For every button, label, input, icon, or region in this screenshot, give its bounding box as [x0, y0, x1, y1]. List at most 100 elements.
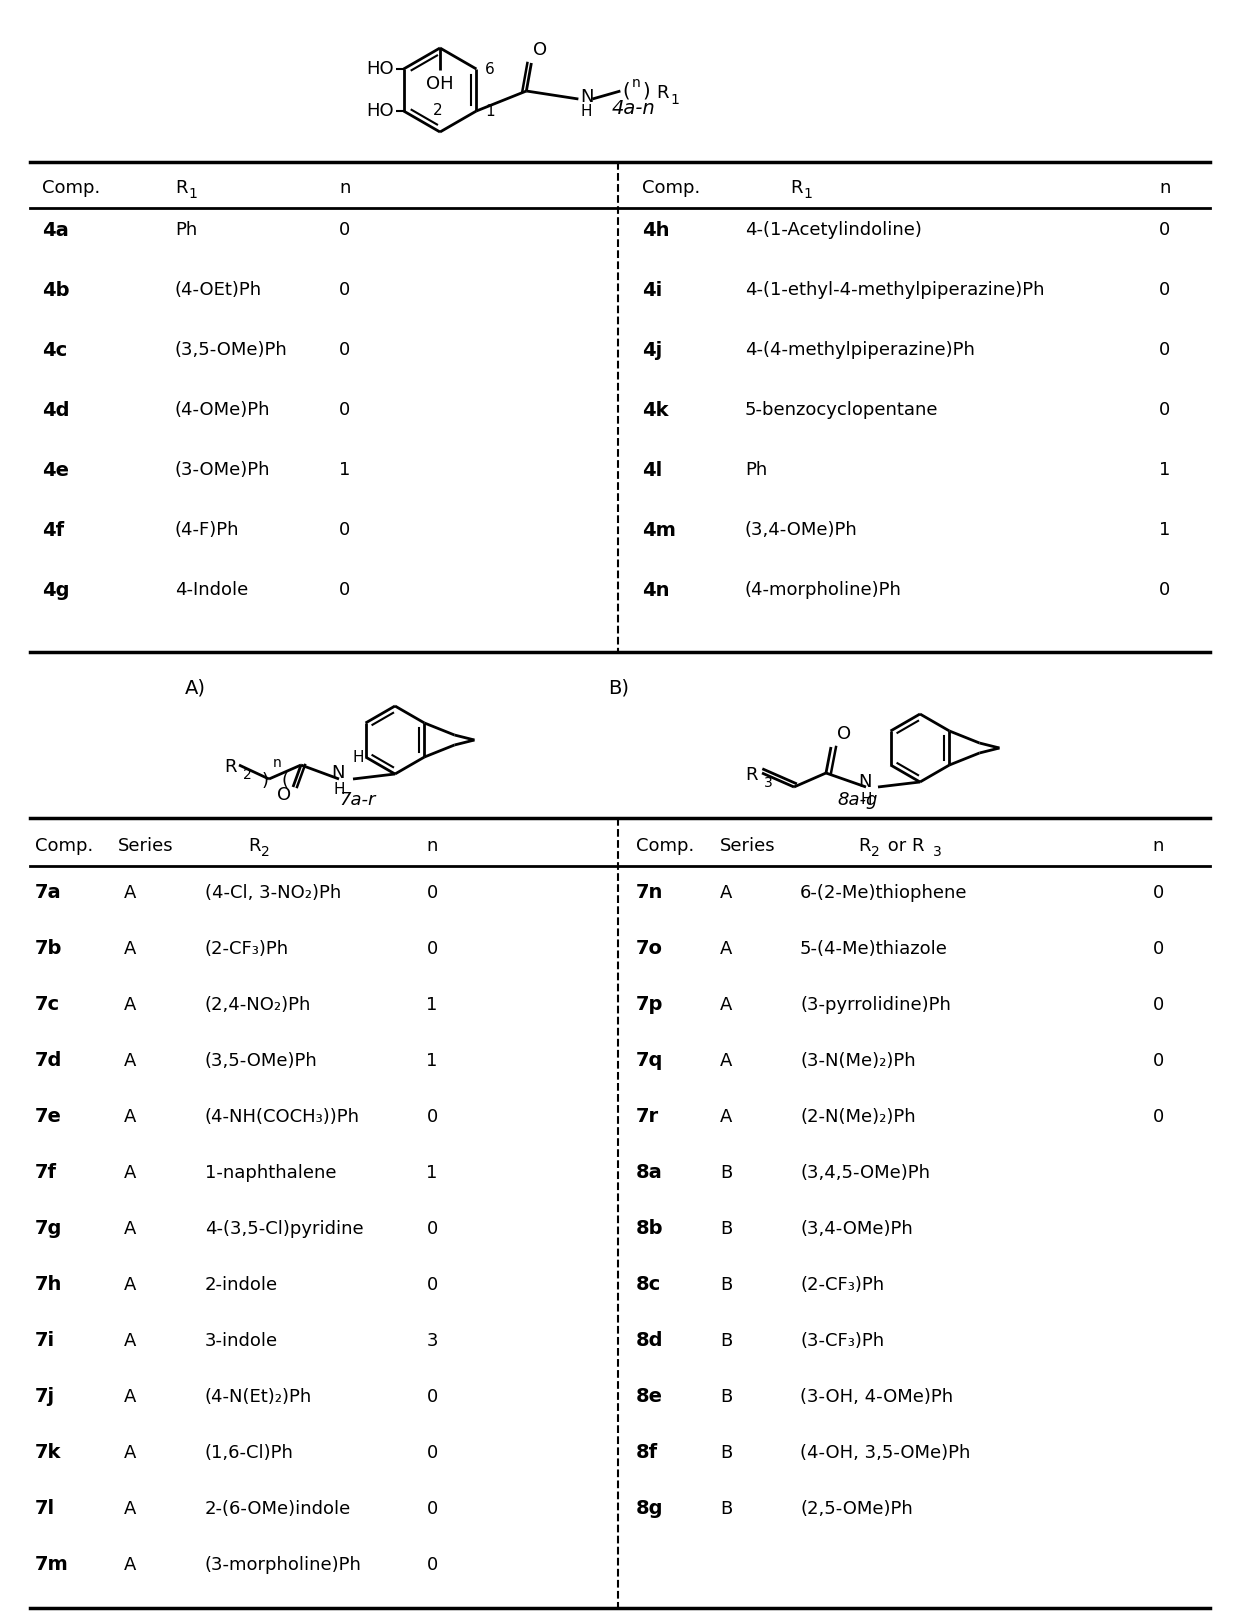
Text: 7l: 7l: [35, 1500, 55, 1519]
Text: 0: 0: [1159, 341, 1171, 359]
Text: B: B: [720, 1332, 733, 1349]
Text: A: A: [124, 1445, 136, 1462]
Text: B: B: [720, 1277, 733, 1294]
Text: 0: 0: [427, 1109, 438, 1126]
Text: 0: 0: [340, 520, 351, 540]
Text: 5-(4-Me)thiazole: 5-(4-Me)thiazole: [800, 941, 947, 958]
Text: 7a: 7a: [35, 884, 62, 902]
Text: 0: 0: [340, 401, 351, 419]
Text: 0: 0: [1152, 941, 1163, 958]
Text: 8g: 8g: [636, 1500, 663, 1519]
Text: 7g: 7g: [35, 1220, 62, 1238]
Text: 4-Indole: 4-Indole: [175, 582, 248, 600]
Text: (4-OEt)Ph: (4-OEt)Ph: [175, 281, 262, 299]
Text: A: A: [124, 1052, 136, 1070]
Text: 3: 3: [932, 845, 941, 860]
Text: Comp.: Comp.: [642, 179, 701, 197]
Text: (3-OH, 4-OMe)Ph: (3-OH, 4-OMe)Ph: [800, 1388, 954, 1406]
Text: n: n: [427, 837, 438, 855]
Text: 7k: 7k: [35, 1443, 61, 1462]
Text: 0: 0: [1159, 401, 1171, 419]
Text: (3,4,5-OMe)Ph: (3,4,5-OMe)Ph: [800, 1164, 930, 1181]
Text: 7o: 7o: [636, 939, 663, 958]
Text: (3-CF₃)Ph: (3-CF₃)Ph: [800, 1332, 884, 1349]
Text: A: A: [124, 941, 136, 958]
Text: 3: 3: [427, 1332, 438, 1349]
Text: 4-(3,5-Cl)pyridine: 4-(3,5-Cl)pyridine: [205, 1220, 363, 1238]
Text: A: A: [720, 1109, 733, 1126]
Text: 1: 1: [427, 1164, 438, 1181]
Text: (3,4-OMe)Ph: (3,4-OMe)Ph: [800, 1220, 913, 1238]
Text: (4-morpholine)Ph: (4-morpholine)Ph: [745, 582, 901, 600]
Text: n: n: [1152, 837, 1163, 855]
Text: A): A): [185, 679, 206, 698]
Text: Ph: Ph: [175, 221, 197, 239]
Text: (3-pyrrolidine)Ph: (3-pyrrolidine)Ph: [800, 995, 951, 1013]
Text: Comp.: Comp.: [35, 837, 93, 855]
Text: 4-(1-Acetylindoline): 4-(1-Acetylindoline): [745, 221, 921, 239]
Text: or R: or R: [882, 837, 925, 855]
Text: (2,4-NO₂)Ph: (2,4-NO₂)Ph: [205, 995, 311, 1013]
Text: 4m: 4m: [642, 520, 676, 540]
Text: 7q: 7q: [636, 1052, 663, 1070]
Text: Series: Series: [118, 837, 174, 855]
Text: Comp.: Comp.: [636, 837, 694, 855]
Text: O: O: [277, 785, 291, 805]
Text: OH: OH: [427, 74, 454, 94]
Text: A: A: [124, 1500, 136, 1517]
Text: B: B: [720, 1388, 733, 1406]
Text: 0: 0: [1152, 995, 1163, 1013]
Text: 0: 0: [1159, 281, 1171, 299]
Text: (4-Cl, 3-NO₂)Ph: (4-Cl, 3-NO₂)Ph: [205, 884, 341, 902]
Text: 0: 0: [427, 1556, 438, 1574]
Text: A: A: [720, 884, 733, 902]
Text: H: H: [861, 792, 872, 806]
Text: 0: 0: [427, 1220, 438, 1238]
Text: 1: 1: [485, 103, 495, 118]
Text: 7h: 7h: [35, 1275, 62, 1294]
Text: 7c: 7c: [35, 995, 60, 1015]
Text: 1: 1: [427, 1052, 438, 1070]
Text: 4c: 4c: [42, 341, 67, 359]
Text: 4a: 4a: [42, 220, 68, 239]
Text: 7p: 7p: [636, 995, 663, 1015]
Text: 0: 0: [340, 281, 351, 299]
Text: O: O: [837, 726, 851, 743]
Text: Comp.: Comp.: [42, 179, 100, 197]
Text: 2-(6-OMe)indole: 2-(6-OMe)indole: [205, 1500, 351, 1517]
Text: H: H: [334, 782, 345, 797]
Text: 2-indole: 2-indole: [205, 1277, 278, 1294]
Text: (2-N(Me)₂)Ph: (2-N(Me)₂)Ph: [800, 1109, 915, 1126]
Text: 0: 0: [427, 1388, 438, 1406]
Text: 2: 2: [260, 845, 270, 860]
Text: (3,5-OMe)Ph: (3,5-OMe)Ph: [205, 1052, 317, 1070]
Text: 7a-r: 7a-r: [340, 790, 376, 810]
Text: ): ): [642, 81, 650, 100]
Text: N: N: [580, 87, 594, 107]
Text: A: A: [124, 1556, 136, 1574]
Text: 8a-g: 8a-g: [838, 790, 878, 810]
Text: 4n: 4n: [642, 580, 670, 600]
Text: 0: 0: [427, 941, 438, 958]
Text: n: n: [1159, 179, 1171, 197]
Text: 1: 1: [188, 187, 197, 200]
Text: (3,5-OMe)Ph: (3,5-OMe)Ph: [175, 341, 288, 359]
Text: (2,5-OMe)Ph: (2,5-OMe)Ph: [800, 1500, 913, 1517]
Text: 2: 2: [870, 845, 879, 860]
Text: 3-indole: 3-indole: [205, 1332, 278, 1349]
Text: 7b: 7b: [35, 939, 62, 958]
Text: A: A: [124, 1109, 136, 1126]
Text: 4i: 4i: [642, 281, 662, 299]
Text: 0: 0: [340, 341, 351, 359]
Text: 4b: 4b: [42, 281, 69, 299]
Text: (3-morpholine)Ph: (3-morpholine)Ph: [205, 1556, 362, 1574]
Text: 4-(1-ethyl-4-methylpiperazine)Ph: 4-(1-ethyl-4-methylpiperazine)Ph: [745, 281, 1044, 299]
Text: A: A: [124, 1332, 136, 1349]
Text: 2: 2: [433, 103, 443, 118]
Text: A: A: [124, 1220, 136, 1238]
Text: N: N: [858, 772, 872, 790]
Text: n: n: [632, 76, 641, 90]
Text: 1: 1: [1159, 520, 1171, 540]
Text: (: (: [622, 81, 630, 100]
Text: 7f: 7f: [35, 1164, 57, 1183]
